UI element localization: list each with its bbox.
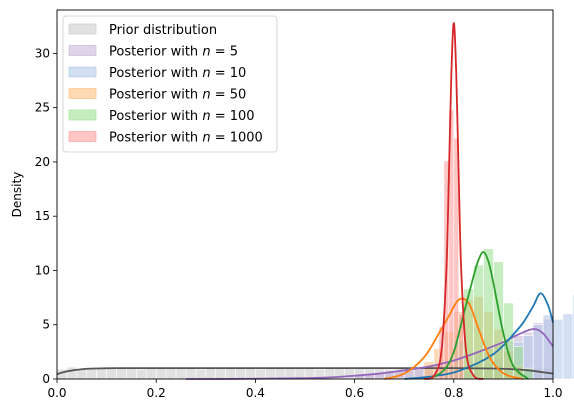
legend-label: Prior distribution (109, 23, 217, 38)
kde-line-series-3 (384, 297, 524, 380)
x-tick-label: 0.0 (47, 386, 66, 400)
y-tick-label: 10 (35, 263, 50, 277)
hist-bar-series-0 (195, 368, 207, 380)
x-tick-label: 1.0 (543, 386, 562, 400)
legend-box (62, 15, 278, 153)
y-tick-label: 5 (42, 318, 50, 332)
y-tick-label: 0 (42, 372, 50, 386)
x-tick-label: 0.6 (345, 386, 364, 400)
legend: Prior distribution Posterior with n = 5 Po… (62, 15, 278, 153)
hist-bar-series-0 (155, 367, 167, 380)
legend-label: Posterior with n = 1000 (109, 131, 263, 146)
hist-bar-series-0 (136, 368, 147, 380)
legend-swatch (68, 88, 97, 99)
legend-swatch (68, 131, 97, 142)
y-axis: 0 5 10 15 20 25 30 (35, 46, 57, 386)
plot-frame (56, 9, 554, 380)
x-tick-label: 0.2 (147, 386, 166, 400)
hist-bar-series-0 (185, 367, 197, 380)
x-axis: 0.0 0.2 0.4 0.6 0.8 1.0 (47, 379, 563, 400)
kde-line-series-2 (404, 292, 554, 380)
hist-bar-series-0 (66, 366, 78, 380)
hist-bar-series-0 (175, 367, 187, 380)
legend-label: Posterior with n = 50 (109, 88, 246, 103)
hist-bar-series-0 (145, 367, 157, 380)
hist-bar-series-0 (235, 367, 246, 380)
hist-bar-series-0 (86, 367, 97, 380)
hist-bar-series-0 (116, 367, 127, 380)
hist-bar-series-2 (552, 319, 564, 380)
hist-bar-series-2 (562, 313, 574, 380)
hist-bar-series-0 (165, 368, 177, 380)
hist-bar-series-0 (255, 368, 266, 380)
hist-bar-series-0 (106, 368, 117, 380)
hist-bar-series-0 (245, 367, 256, 380)
x-tick-label: 0.8 (444, 386, 463, 400)
kde-line-series-5 (423, 22, 484, 380)
kde-line-series-1 (185, 328, 554, 380)
kde-curves-layer (56, 22, 554, 380)
y-tick-label: 15 (35, 209, 50, 223)
hist-bar-series-0 (344, 367, 355, 380)
hist-bar-series-2 (572, 294, 574, 380)
hist-bar-series-0 (76, 368, 88, 380)
hist-bar-series-0 (225, 368, 236, 380)
hist-bar-series-0 (215, 367, 226, 380)
hist-bar-series-4 (493, 261, 504, 380)
hist-bar-series-0 (265, 367, 276, 380)
y-tick-label: 20 (35, 155, 50, 169)
hist-bar-series-2 (542, 314, 554, 380)
legend-swatch (68, 23, 97, 35)
y-tick-label: 25 (35, 101, 50, 115)
legend-label: Posterior with n = 100 (109, 109, 255, 124)
legend-label: Posterior with n = 5 (109, 45, 238, 60)
legend-swatch (68, 109, 97, 121)
legend-label: Posterior with n = 10 (109, 66, 246, 81)
y-axis-label: Density (10, 172, 24, 218)
kde-line-series-4 (428, 251, 529, 380)
hist-bar-series-0 (274, 367, 286, 380)
x-tick-label: 0.4 (246, 386, 265, 400)
y-tick-label: 30 (35, 46, 50, 60)
legend-swatch (68, 45, 97, 56)
legend-swatch (68, 66, 97, 78)
kde-line-series-0 (56, 367, 554, 375)
